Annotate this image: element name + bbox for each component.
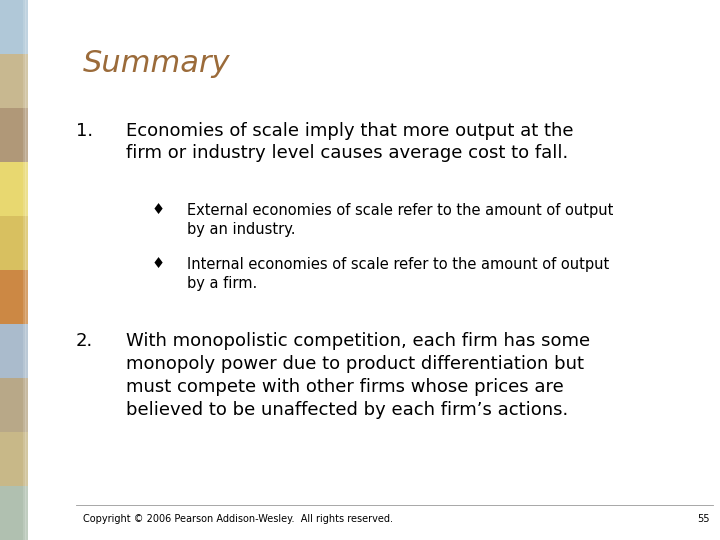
Bar — [0, 432, 28, 486]
Bar — [0, 54, 28, 108]
Bar — [48, 0, 50, 540]
Bar — [0, 270, 28, 324]
Text: With monopolistic competition, each firm has some
monopoly power due to product : With monopolistic competition, each firm… — [126, 332, 590, 419]
Text: 55: 55 — [697, 514, 709, 524]
Bar — [25, 0, 29, 540]
Bar — [0, 0, 28, 54]
Bar — [31, 0, 35, 540]
Bar — [0, 108, 28, 162]
Text: Summary: Summary — [83, 49, 230, 78]
Text: 2.: 2. — [76, 332, 93, 350]
Bar — [53, 0, 56, 540]
Bar — [42, 0, 45, 540]
Bar — [0, 486, 28, 540]
Text: ♦: ♦ — [151, 256, 164, 272]
Text: Internal economies of scale refer to the amount of output
by a firm.: Internal economies of scale refer to the… — [187, 256, 609, 291]
Bar — [36, 0, 40, 540]
Text: 1.: 1. — [76, 122, 93, 139]
Bar — [39, 0, 42, 540]
Bar — [45, 0, 48, 540]
Bar — [0, 216, 28, 270]
Bar — [0, 162, 28, 216]
Bar — [50, 0, 53, 540]
Bar — [0, 324, 28, 378]
Bar — [0, 378, 28, 432]
Bar — [34, 0, 37, 540]
Bar — [28, 0, 32, 540]
Bar — [23, 0, 26, 540]
Text: External economies of scale refer to the amount of output
by an industry.: External economies of scale refer to the… — [187, 202, 613, 237]
Text: Copyright © 2006 Pearson Addison-Wesley.  All rights reserved.: Copyright © 2006 Pearson Addison-Wesley.… — [83, 514, 393, 524]
Text: ♦: ♦ — [151, 202, 164, 218]
Text: Economies of scale imply that more output at the
firm or industry level causes a: Economies of scale imply that more outpu… — [126, 122, 574, 163]
